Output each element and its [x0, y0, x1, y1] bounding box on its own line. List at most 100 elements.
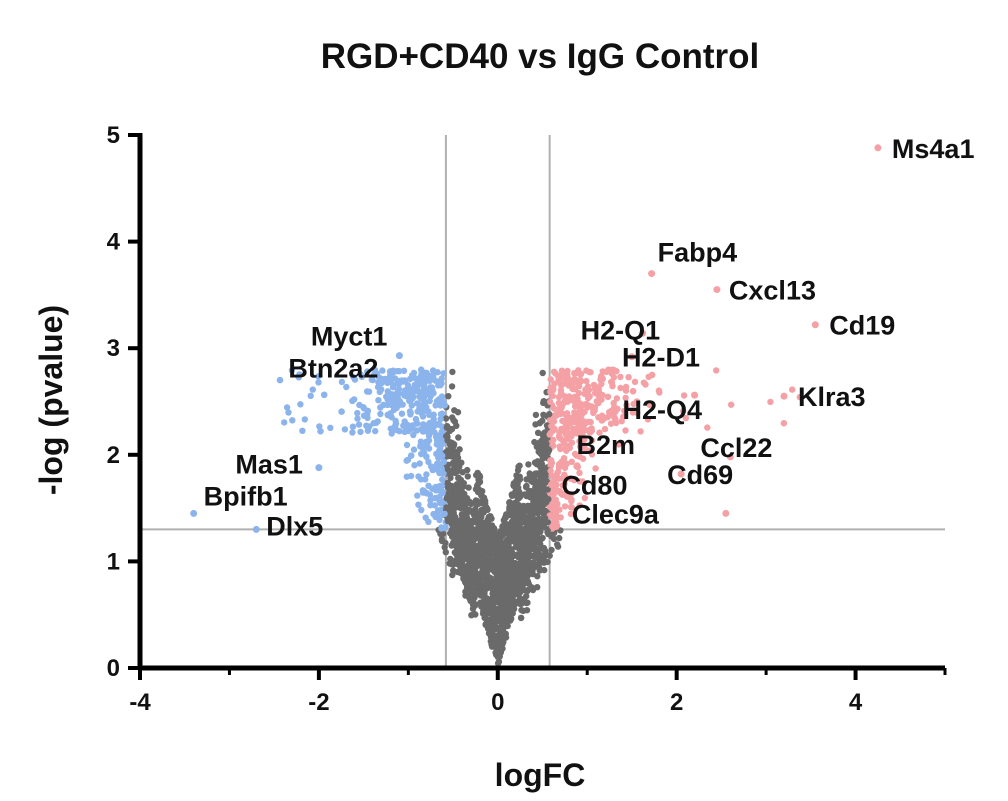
gene-point	[561, 503, 569, 510]
gene-point	[378, 376, 386, 383]
gene-point	[341, 426, 349, 433]
gene-point	[430, 416, 437, 423]
gene-point	[508, 536, 515, 544]
y-tick-label: 0	[107, 655, 120, 682]
gene-point	[568, 458, 575, 465]
gene-point	[435, 460, 443, 467]
gene-point	[511, 525, 518, 532]
gene-point	[682, 414, 690, 422]
gene-point	[418, 393, 425, 400]
gene-point	[550, 426, 557, 433]
gene-point	[475, 548, 482, 555]
gene-point	[449, 414, 456, 421]
gene-point	[461, 490, 468, 498]
gene-point	[551, 380, 558, 387]
gene-point	[448, 520, 455, 528]
gene-point	[488, 546, 495, 553]
gene-point	[637, 428, 644, 435]
gene-point	[533, 535, 540, 542]
gene-point	[544, 448, 551, 455]
gene-point	[453, 481, 461, 488]
y-tick-label: 5	[107, 122, 120, 149]
gene-point	[618, 418, 625, 425]
gene-point	[569, 385, 576, 392]
gene-point	[560, 474, 567, 482]
gene-point	[502, 514, 509, 521]
gene-point	[432, 513, 439, 521]
gene-point	[317, 428, 324, 435]
gene-point	[388, 430, 395, 437]
gene-point	[349, 423, 357, 430]
gene-point	[404, 381, 412, 389]
gene-point	[581, 418, 588, 425]
gene-point	[439, 476, 446, 483]
gene-point	[354, 415, 361, 422]
gene-point	[447, 474, 454, 482]
gene-point	[295, 374, 302, 381]
gene-point	[368, 376, 375, 383]
gene-point	[680, 407, 687, 415]
gene-point	[315, 373, 322, 380]
gene-point	[425, 458, 432, 466]
gene-point	[579, 455, 587, 462]
gene-point	[471, 535, 478, 543]
gene-point	[549, 523, 556, 530]
gene-point	[315, 379, 322, 386]
gene-label-h2-q1: H2-Q1	[581, 315, 661, 345]
gene-point	[557, 435, 564, 442]
gene-point	[540, 433, 547, 440]
labeled-points	[190, 144, 882, 533]
gene-point	[391, 375, 399, 382]
gene-point	[473, 563, 480, 570]
gene-point	[558, 382, 565, 389]
gene-point	[539, 369, 546, 377]
gene-point	[540, 399, 547, 407]
y-tick-label: 4	[107, 229, 121, 256]
gene-point	[459, 539, 466, 546]
gene-point	[563, 424, 571, 432]
gene-point	[644, 416, 652, 423]
gene-point	[482, 580, 489, 587]
gene-point	[507, 500, 514, 508]
gene-label-cxcl13: Cxcl13	[729, 276, 816, 306]
gene-point	[415, 501, 422, 508]
gene-point	[472, 611, 479, 618]
gene-point	[528, 509, 535, 517]
gene-point	[423, 441, 430, 449]
gene-point	[598, 417, 605, 424]
gene-point	[582, 386, 589, 393]
gene-point	[455, 474, 462, 481]
labeled-gene-point	[252, 525, 260, 533]
gene-point	[388, 391, 395, 398]
gene-point	[728, 401, 735, 408]
gene-point	[516, 517, 523, 524]
gene-point	[423, 490, 430, 497]
gene-point	[539, 444, 546, 451]
gene-point	[656, 389, 663, 396]
gene-point	[585, 394, 592, 402]
gene-point	[301, 416, 308, 423]
gene-point	[475, 500, 483, 507]
gene-point	[591, 407, 598, 414]
gene-point	[401, 428, 408, 436]
gene-point	[524, 533, 531, 541]
gene-label-dlx5: Dlx5	[266, 511, 323, 541]
gene-point	[481, 607, 489, 614]
gene-point	[531, 472, 539, 480]
gene-point	[456, 550, 463, 557]
gene-point	[536, 499, 543, 506]
gene-point	[499, 562, 506, 569]
gene-point	[435, 440, 442, 448]
gene-point	[500, 570, 507, 578]
gene-point	[522, 572, 529, 580]
gene-point	[437, 530, 444, 537]
gene-point	[471, 592, 479, 599]
gene-point	[704, 424, 711, 431]
gene-point	[557, 389, 565, 397]
gene-point	[567, 475, 574, 482]
gene-point	[450, 453, 457, 461]
gene-point	[459, 528, 467, 535]
gene-point	[497, 640, 504, 648]
gene-point	[633, 398, 641, 405]
gene-point	[432, 433, 440, 440]
